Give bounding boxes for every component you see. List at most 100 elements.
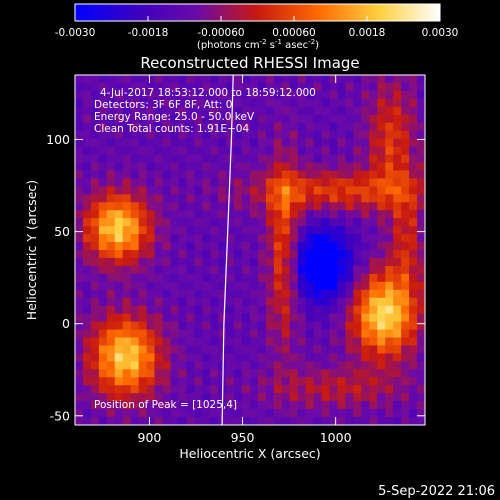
heatmap-cell [345,154,354,164]
heatmap-cell [313,250,323,259]
heatmap-cell [242,281,251,291]
colorbar-ticks: -0.0030 -0.0018 -0.00060 0.00060 0.0018 0.003… [55,16,458,39]
heatmap-cell [218,321,227,331]
heatmap-cell [281,106,291,116]
heatmap-cell [313,321,323,331]
heatmap-cell [122,393,132,402]
heatmap-cell [106,170,116,179]
heatmap-cell [170,345,179,354]
heatmap-cell [194,178,203,187]
heatmap-cell [353,377,362,386]
heatmap-cell [202,329,211,339]
heatmap-cell [90,154,100,164]
heatmap-cell [329,218,339,227]
heatmap-cell [114,250,124,259]
heatmap-cell [265,409,275,418]
heatmap-cell [106,210,116,219]
heatmap-cell [250,98,259,108]
heatmap-cell [194,162,203,172]
heatmap-pixels [75,75,425,425]
heatmap-cell [361,75,370,84]
heatmap-cell [194,186,203,195]
heatmap-cell [98,122,108,132]
heatmap-cell [289,178,299,187]
heatmap-cell [321,234,331,243]
heatmap-cell [162,98,172,108]
heatmap-cell [98,194,108,203]
heatmap-cell [90,130,100,140]
heatmap-cell [75,385,84,394]
heatmap-cell [234,138,243,148]
heatmap-cell [273,114,283,124]
heatmap-cell [273,178,283,187]
heatmap-cell [82,162,92,172]
heatmap-cell [329,162,339,172]
heatmap-cell [329,114,339,124]
heatmap-cell [281,257,291,267]
heatmap-cell [210,305,219,315]
heatmap-cell [305,122,315,132]
heatmap-cell [186,321,195,331]
heatmap-cell [242,138,251,148]
heatmap-cell [218,281,227,291]
heatmap-cell [146,297,156,307]
heatmap-cell [250,329,259,339]
heatmap-cell [377,82,386,92]
heatmap-cell [194,361,203,370]
heatmap-cell [401,321,410,331]
heatmap-cell [250,162,259,172]
heatmap-cell [98,337,108,347]
heatmap-cell [289,273,299,283]
heatmap-cell [281,337,291,347]
heatmap-cell [409,250,418,259]
heatmap-cell [226,122,235,132]
heatmap-cell [409,122,418,132]
heatmap-cell [393,257,402,267]
heatmap-cell [337,401,347,410]
heatmap-cell [377,289,386,299]
heatmap-cell [417,345,425,354]
heatmap-cell [369,154,378,164]
heatmap-cell [138,218,148,227]
heatmap-cell [170,321,179,331]
heatmap-cell [265,257,275,267]
heatmap-cell [90,401,100,410]
heatmap-cell [218,361,227,370]
heatmap-cell [130,98,140,108]
heatmap-cell [321,353,331,362]
heatmap-cell [130,281,140,291]
heatmap-cell [186,218,195,227]
heatmap-cell [122,114,132,124]
heatmap-cell [242,329,251,339]
heatmap-cell [361,202,370,211]
heatmap-cell [90,345,100,354]
heatmap-cell [75,210,84,219]
heatmap-cell [114,202,124,211]
heatmap-cell [305,369,315,378]
heatmap-cell [138,146,148,156]
heatmap-cell [98,202,108,211]
heatmap-cell [82,98,92,108]
heatmap-cell [273,242,283,251]
heatmap-cell [313,305,323,315]
heatmap-cell [218,146,227,156]
heatmap-cell [250,305,259,315]
heatmap-cell [210,106,219,116]
heatmap-cell [377,401,386,410]
heatmap-cell [90,377,100,386]
heatmap-cell [250,210,259,219]
heatmap-cell [297,377,307,386]
heatmap-cell [226,90,235,100]
heatmap-cell [242,353,251,362]
plot-frame [74,74,426,426]
heatmap-cell [345,361,354,370]
heatmap-cell [385,409,394,418]
heatmap-cell [178,122,187,132]
heatmap-cell [202,337,211,347]
heatmap-cell [345,281,354,291]
heatmap-cell [369,297,378,307]
heatmap-cell [361,377,370,386]
heatmap-cell [170,75,179,84]
heatmap-cell [377,265,386,275]
heatmap-cell [226,234,235,243]
